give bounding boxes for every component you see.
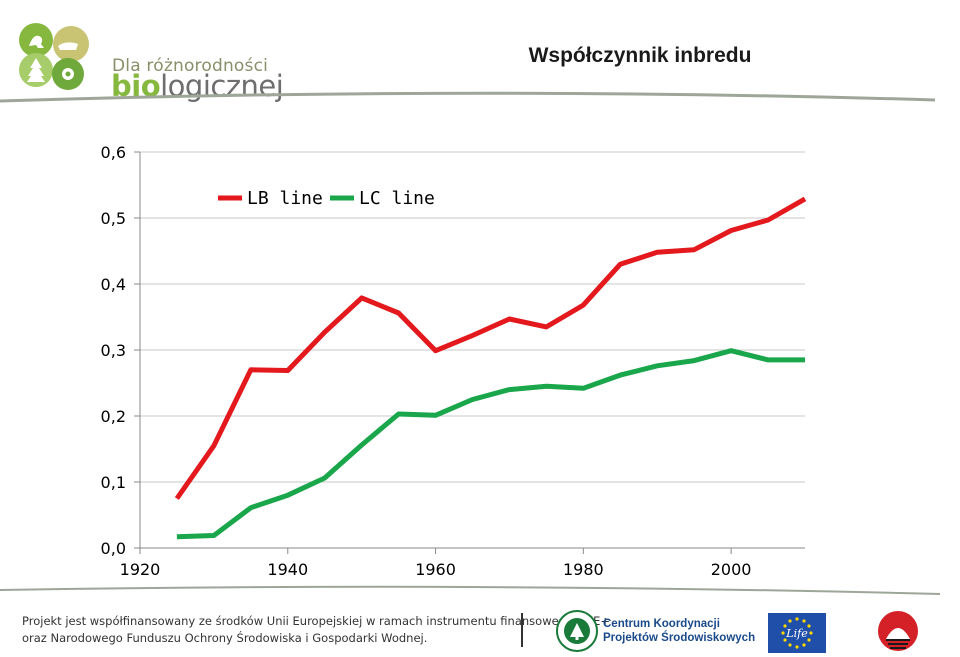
series-line-lb — [174, 196, 807, 500]
y-tick-label: 0,0 — [101, 539, 126, 558]
x-tick-label: 2000 — [711, 560, 752, 579]
logo-wordmark: biologicznej — [111, 69, 284, 103]
y-tick-label: 0,6 — [101, 143, 126, 162]
y-tick-label: 0,2 — [101, 407, 126, 426]
life-text: Life — [785, 627, 808, 640]
nfosigw-logo-icon — [878, 611, 918, 651]
eu-life-logo-icon: Life — [768, 613, 826, 653]
logo-tagline: Dla różnorodności — [112, 56, 269, 76]
x-tick-label: 1940 — [267, 560, 308, 579]
logo-emblem-icon — [19, 23, 89, 90]
series-line-lc — [176, 348, 805, 540]
footer-divider — [521, 613, 523, 647]
page-title: Współczynnik inbredu — [528, 44, 752, 67]
ckps-line-2: Projektów Środowiskowych — [603, 632, 756, 644]
ckps-logo-text: Centrum Koordynacji Projektów Środowisko… — [603, 617, 755, 645]
footer-rule — [0, 585, 941, 595]
footer-line-1: Projekt jest współfinansowany ze środków… — [22, 614, 610, 628]
y-tick-label: 0,1 — [101, 473, 126, 492]
footer-line-2: oraz Narodowego Funduszu Ochrony Środowi… — [22, 631, 428, 645]
x-tick-label: 1980 — [563, 560, 604, 579]
logo: Dla różnorodności biologicznej — [16, 18, 284, 103]
y-tick-label: 0,3 — [101, 341, 126, 360]
lasy-panstwowe-logo-icon — [556, 610, 598, 652]
x-tick-label: 1960 — [415, 560, 456, 579]
header-rule — [0, 91, 936, 103]
ckps-line-1: Centrum Koordynacji — [603, 618, 720, 630]
legend-label: LB line — [247, 188, 323, 209]
y-tick-label: 0,5 — [101, 209, 126, 228]
y-tick-label: 0,4 — [101, 275, 126, 294]
legend-label: LC line — [359, 188, 435, 209]
x-tick-label: 1920 — [120, 560, 161, 579]
footer-funding-note: Projekt jest współfinansowany ze środków… — [22, 613, 610, 647]
